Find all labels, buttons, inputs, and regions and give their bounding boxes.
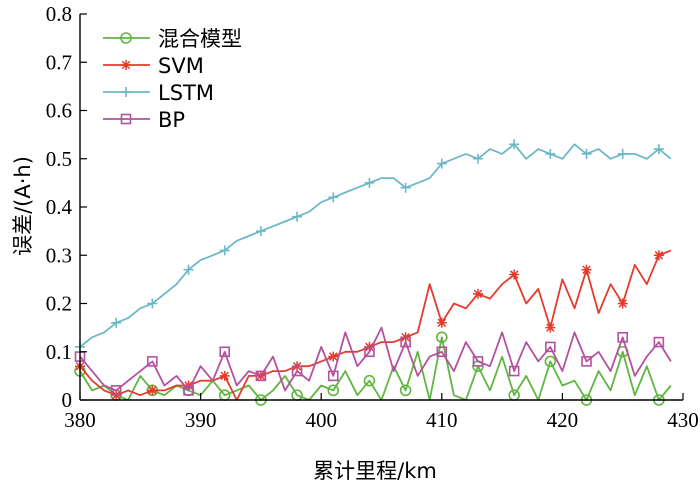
data-point bbox=[327, 384, 340, 397]
x-tick-label: 410 bbox=[426, 408, 458, 432]
data-point bbox=[364, 346, 375, 358]
x-tick-label: 380 bbox=[64, 408, 96, 432]
data-point bbox=[653, 250, 664, 261]
data-point bbox=[545, 148, 556, 159]
legend-item-4: BP bbox=[103, 108, 185, 132]
series-line bbox=[79, 143, 672, 348]
data-point bbox=[472, 288, 483, 299]
data-point bbox=[400, 182, 411, 193]
y-axis-label: 误差/(A·h) bbox=[11, 156, 35, 256]
data-point bbox=[364, 177, 375, 188]
data-point bbox=[617, 331, 629, 343]
data-point bbox=[219, 370, 230, 381]
data-point bbox=[183, 385, 194, 396]
legend-marker bbox=[121, 87, 131, 97]
data-point bbox=[435, 331, 448, 344]
data-point bbox=[544, 355, 557, 368]
legend-item-2: SVM bbox=[103, 54, 204, 78]
legend-marker bbox=[120, 113, 132, 125]
legend-marker bbox=[121, 60, 131, 70]
data-point bbox=[147, 356, 158, 367]
data-point bbox=[399, 384, 412, 397]
data-point bbox=[147, 385, 158, 396]
x-tick-label: 420 bbox=[547, 408, 579, 432]
data-point bbox=[436, 317, 447, 328]
data-point bbox=[328, 192, 339, 203]
legend-item-3: LSTM bbox=[103, 81, 214, 105]
legend-item-1: 混合模型 bbox=[103, 27, 242, 51]
y-tick-label: 0.1 bbox=[46, 340, 72, 364]
data-point bbox=[472, 153, 483, 164]
data-point bbox=[617, 148, 628, 159]
data-point bbox=[147, 298, 158, 309]
axes: 380 390 400 410 420 430 0 0.1 0.2 0.3 0.4 0.5 0.6 0.7… bbox=[46, 2, 699, 432]
legend: 混合模型 SVM LSTM BP bbox=[103, 27, 242, 132]
data-point bbox=[508, 365, 520, 377]
data-point bbox=[291, 365, 303, 377]
data-point bbox=[110, 385, 122, 396]
series-line bbox=[79, 336, 672, 401]
data-point bbox=[581, 148, 592, 159]
series-4 bbox=[74, 326, 672, 396]
x-tick-label: 430 bbox=[667, 408, 699, 432]
data-point bbox=[255, 226, 266, 237]
data-point bbox=[509, 269, 520, 280]
data-point bbox=[328, 351, 339, 362]
legend-label: LSTM bbox=[158, 81, 214, 105]
data-point bbox=[436, 346, 448, 358]
data-point bbox=[545, 341, 556, 353]
data-point bbox=[219, 245, 230, 256]
data-point bbox=[400, 336, 411, 348]
y-tick-label: 0.5 bbox=[46, 147, 72, 171]
y-tick-label: 0.7 bbox=[46, 50, 72, 74]
data-point bbox=[436, 158, 447, 169]
series-line bbox=[79, 326, 672, 392]
y-tick-label: 0.3 bbox=[46, 243, 72, 267]
data-point bbox=[327, 370, 339, 382]
x-axis-label: 累计里程/km bbox=[313, 459, 437, 483]
legend-marker bbox=[120, 32, 132, 44]
data-point bbox=[255, 370, 267, 382]
y-tick-label: 0 bbox=[62, 388, 73, 412]
x-tick-label: 390 bbox=[185, 408, 217, 432]
data-point bbox=[183, 264, 194, 275]
series-3 bbox=[75, 139, 672, 352]
y-tick-label: 0.6 bbox=[46, 99, 72, 123]
data-point bbox=[545, 322, 556, 333]
y-tick-label: 0.2 bbox=[46, 292, 72, 316]
data-point bbox=[581, 264, 592, 275]
data-point bbox=[617, 298, 628, 309]
data-point bbox=[111, 317, 122, 328]
data-point bbox=[653, 144, 664, 155]
plot-area bbox=[74, 139, 672, 406]
legend-label: 混合模型 bbox=[158, 27, 242, 51]
data-point bbox=[219, 346, 231, 358]
data-point bbox=[472, 356, 484, 367]
y-tick-label: 0.4 bbox=[46, 195, 73, 219]
x-tick-label: 400 bbox=[305, 408, 337, 432]
data-point bbox=[292, 211, 303, 222]
data-point bbox=[581, 356, 592, 367]
series-line bbox=[79, 249, 672, 401]
data-point bbox=[653, 336, 665, 348]
legend-label: BP bbox=[158, 108, 185, 132]
data-point bbox=[363, 374, 376, 387]
y-tick-label: 0.8 bbox=[46, 2, 72, 26]
data-point bbox=[509, 139, 520, 150]
legend-label: SVM bbox=[158, 54, 204, 78]
